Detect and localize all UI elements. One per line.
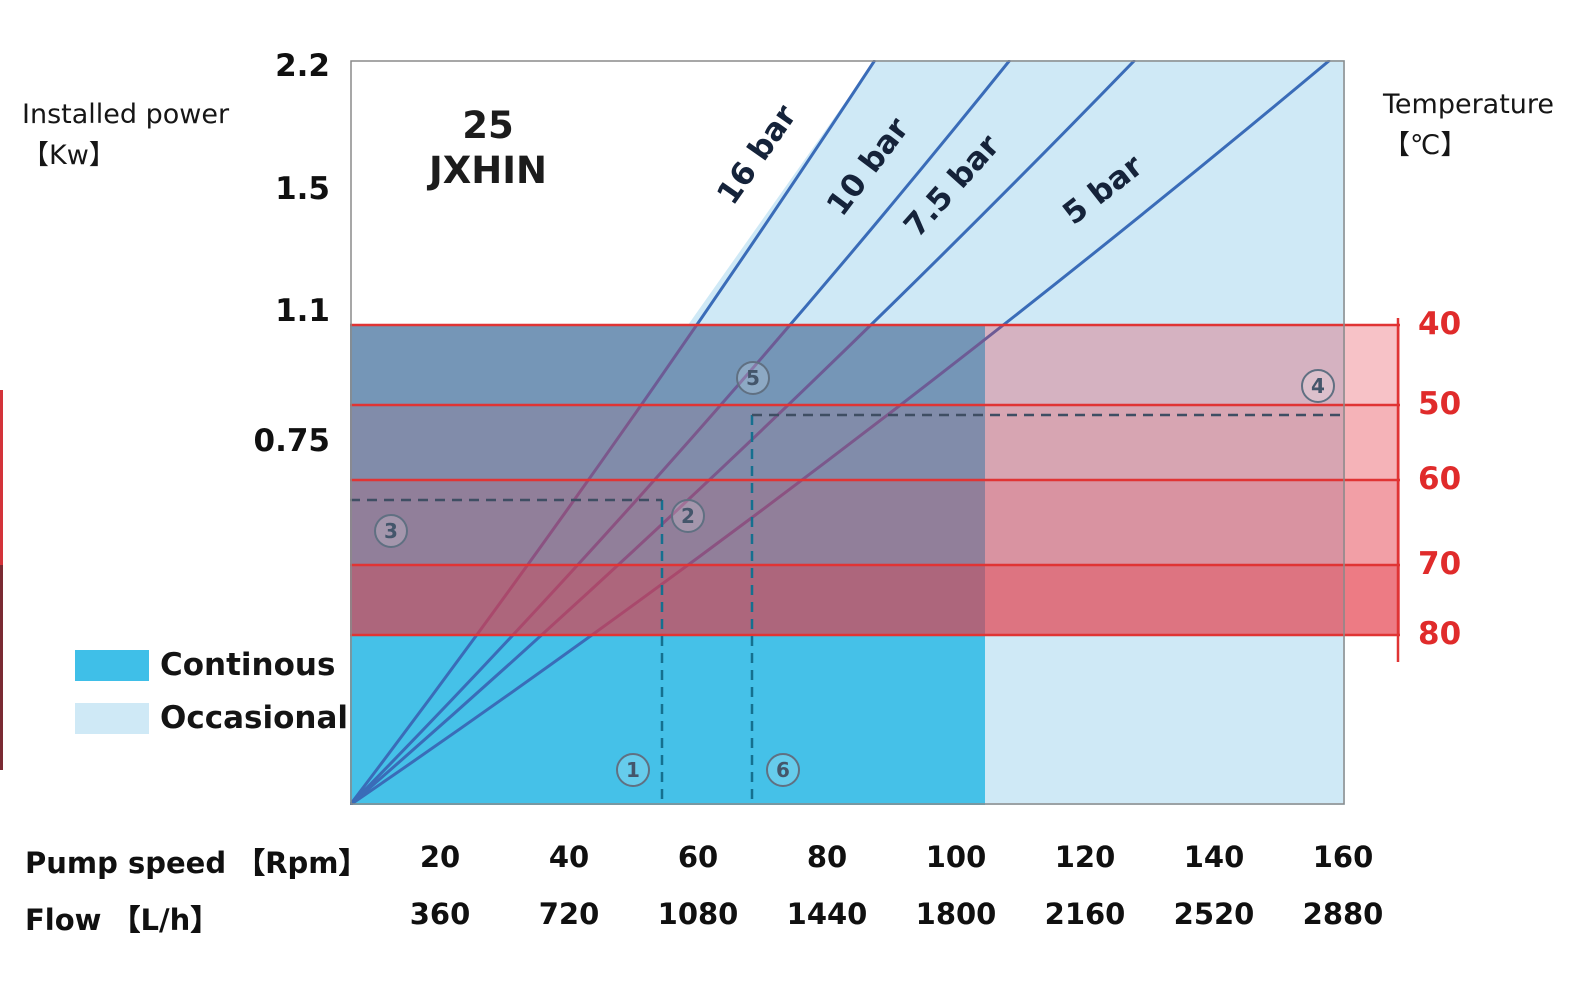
chart-title: 25 JXHIN [393,103,583,193]
marker-3: 3 [374,514,408,548]
flow-axis-label: Flow 【L/h】 [25,903,220,937]
legend-label-occasional: Occasional [160,700,349,736]
speed-tick-60: 60 [677,840,719,874]
flow-tick-1080: 1080 [657,897,739,931]
flow-tick-2520: 2520 [1173,897,1255,931]
speed-tick-20: 20 [419,840,461,874]
curve-7-5-bar [350,60,1137,805]
plot-border [350,60,1345,805]
curve-16-bar [350,60,877,805]
ytick-2-2: 2.2 [275,48,330,84]
left-axis-title: Installed power 【Kw】 [22,95,229,176]
speed-tick-40: 40 [548,840,590,874]
legend-swatch-continuous [75,650,149,681]
ttick-80: 80 [1418,616,1462,652]
left-axis-title-line2: 【Kw】 [22,139,116,171]
ttick-60: 60 [1418,461,1462,497]
band-40-50 [350,325,1400,405]
flow-tick-1800: 1800 [915,897,997,931]
band-50-60 [350,405,1400,480]
marker-4: 4 [1301,369,1335,403]
right-axis-title: Temperature 【℃】 [1383,85,1554,166]
dashed-guides [350,413,1345,805]
flow-tick-2880: 2880 [1302,897,1384,931]
chart-title-line1: 25 [462,104,514,147]
flow-tick-2160: 2160 [1044,897,1126,931]
marker-2: 2 [671,499,705,533]
marker-6: 6 [766,753,800,787]
ttick-50: 50 [1418,386,1462,422]
ttick-70: 70 [1418,546,1462,582]
marker-5: 5 [736,361,770,395]
curve-10-bar [350,60,1012,805]
left-axis-title-line1: Installed power [22,99,230,130]
right-axis-title-line2: 【℃】 [1383,129,1468,161]
pump-speed-axis-label: Pump speed 【Rpm】 [25,846,368,880]
legend-label-continuous: Continous [160,647,336,683]
flow-tick-720: 720 [538,897,600,931]
page-edge-artifact-dark [0,565,3,770]
ytick-1-1: 1.1 [275,293,330,329]
ttick-40: 40 [1418,306,1462,342]
pressure-curves [350,60,1331,805]
ytick-0-75: 0.75 [253,423,331,459]
speed-tick-160: 160 [1312,840,1374,874]
plot-area [350,60,1400,805]
flow-tick-1440: 1440 [786,897,868,931]
temperature-bands [350,325,1400,635]
marker-1: 1 [616,753,650,787]
temperature-lines [350,318,1400,662]
flow-tick-360: 360 [409,897,471,931]
ytick-1-5: 1.5 [275,171,330,207]
speed-tick-120: 120 [1054,840,1116,874]
legend-swatch-occasional [75,703,149,734]
speed-tick-80: 80 [806,840,848,874]
chart-title-line2: JXHIN [429,149,547,193]
page-edge-artifact-red [0,390,3,565]
right-axis-title-line1: Temperature [1383,89,1555,120]
band-60-70 [350,480,1400,565]
curve-5-bar [350,60,1331,805]
speed-tick-100: 100 [925,840,987,874]
band-70-80 [350,565,1400,635]
speed-tick-140: 140 [1183,840,1245,874]
